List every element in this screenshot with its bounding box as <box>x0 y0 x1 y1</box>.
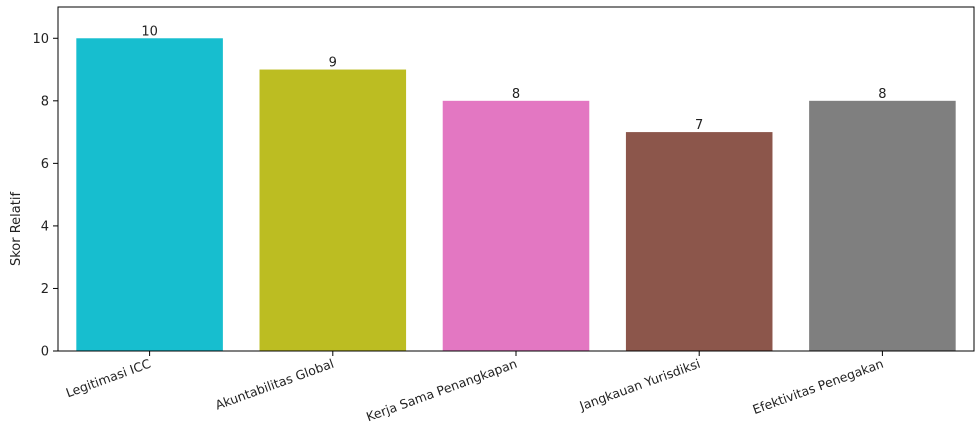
bar <box>625 132 773 351</box>
y-tick-label: 0 <box>41 345 49 360</box>
x-tick-label: Legitimasi ICC <box>64 356 153 401</box>
y-axis: 0 2 4 6 8 10 <box>32 32 58 360</box>
y-tick-label: 8 <box>41 94 49 109</box>
y-tick-label: 6 <box>41 157 49 172</box>
bars-group <box>76 38 956 352</box>
bar <box>259 69 407 351</box>
y-tick-label: 2 <box>41 282 49 297</box>
y-tick-label: 4 <box>41 219 49 234</box>
bar-value-label: 8 <box>878 87 886 102</box>
bar-value-label: 8 <box>512 87 520 102</box>
bar <box>809 100 956 352</box>
bar <box>442 100 590 352</box>
x-axis: Legitimasi ICC Akuntabilitas Global Kerja … <box>64 351 886 425</box>
x-tick-label: Jangkauan Yurisdiksi <box>577 356 703 414</box>
bar-value-label: 7 <box>695 118 703 133</box>
plot-frame <box>57 6 975 352</box>
bar <box>76 38 223 351</box>
bar-value-label: 10 <box>141 24 158 39</box>
x-tick-label: Efektivitas Penegakan <box>751 356 886 417</box>
y-tick-label: 10 <box>32 32 49 47</box>
y-axis-label: Skor Relatif <box>9 192 24 266</box>
bar-value-label: 9 <box>329 56 337 71</box>
x-tick-label: Kerja Sama Penangkapan <box>364 356 519 425</box>
value-labels-group: 10 9 8 7 8 <box>141 24 886 133</box>
x-tick-label: Akuntabilitas Global <box>213 356 336 413</box>
